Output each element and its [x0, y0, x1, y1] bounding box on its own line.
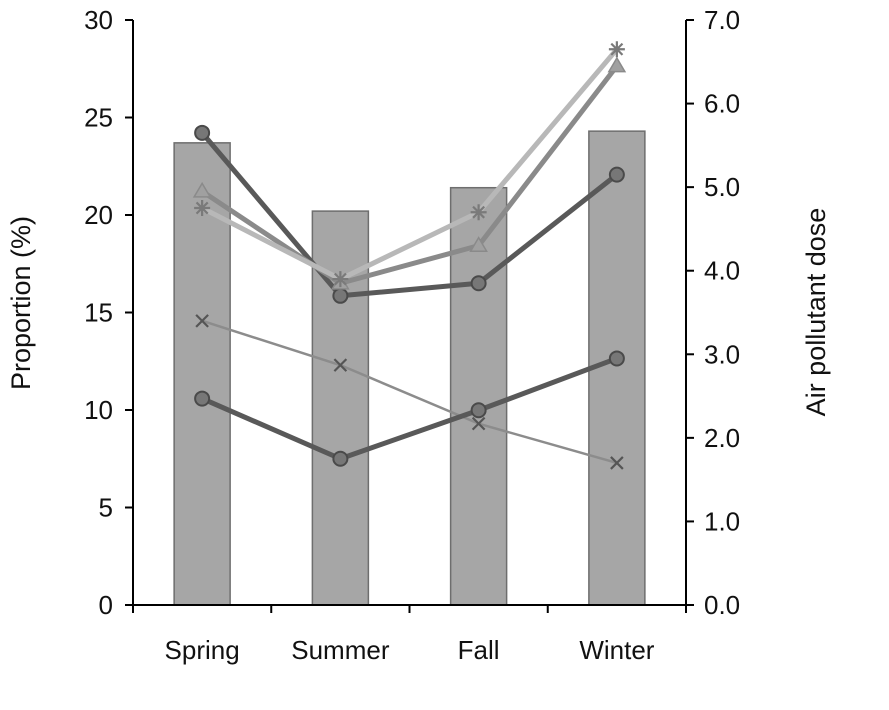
x-tick-label-spring: Spring: [165, 635, 240, 665]
x-tick-label-winter: Winter: [579, 635, 654, 665]
series-3-point-2: [332, 271, 349, 288]
y-right-tick-label: 7.0: [704, 5, 740, 35]
series-5-point-3: [470, 402, 487, 419]
series-4-point-1: [195, 314, 209, 328]
series-4-line: [200, 319, 619, 465]
series-3-line: [199, 46, 620, 282]
y-left-axis-title: Proportion (%): [6, 216, 36, 390]
series-4-point-4: [610, 456, 624, 470]
lines-layer: [192, 41, 627, 470]
series-2-point-3: [469, 236, 488, 252]
x-tick-label-fall: Fall: [458, 635, 500, 665]
series-1-point-4: [608, 166, 625, 183]
series-1-point-2: [332, 287, 349, 304]
y-right-tick-label: 1.0: [704, 506, 740, 536]
y-left-tick-label: 20: [84, 200, 113, 230]
series-2-point-1: [192, 181, 212, 198]
bar-fall: [449, 186, 508, 606]
y-right-tick-label: 5.0: [704, 172, 740, 202]
series-2-point-4: [607, 56, 627, 73]
series-1-point-3: [470, 275, 487, 292]
x-tick-label-summer: Summer: [291, 635, 390, 665]
series-4-point-3: [471, 416, 486, 431]
y-right-tick-label: 6.0: [704, 89, 740, 119]
series-5-point-4: [608, 350, 625, 367]
y-left-tick-label: 0: [99, 590, 113, 620]
y-right-tick-label: 4.0: [704, 256, 740, 286]
text-layer: Proportion (%) Air pollutant dose 0 5 10 15…: [6, 5, 831, 665]
series-2-line: [199, 63, 620, 286]
series-3-point-4: [608, 41, 625, 58]
y-left-tick-label: 25: [84, 103, 113, 133]
y-right-tick-label: 3.0: [704, 339, 740, 369]
y-right-tick-label: 0.0: [704, 590, 740, 620]
y-right-tick-label: 2.0: [704, 423, 740, 453]
series-5-point-1: [194, 390, 211, 407]
y-left-tick-label: 5: [99, 493, 113, 523]
y-left-tick-label: 15: [84, 298, 113, 328]
series-1-line: [199, 130, 620, 299]
y-left-tick-label: 10: [84, 395, 113, 425]
series-1-point-1: [194, 124, 211, 141]
series-5-line: [199, 355, 620, 462]
y-right-axis-title: Air pollutant dose: [801, 208, 831, 417]
y-left-tick-label: 30: [84, 5, 113, 35]
series-3-point-1: [194, 200, 211, 217]
axes-layer: [125, 19, 694, 613]
series-4-point-2: [333, 358, 348, 372]
series-5-point-2: [332, 450, 349, 467]
series-3-point-3: [470, 204, 487, 221]
